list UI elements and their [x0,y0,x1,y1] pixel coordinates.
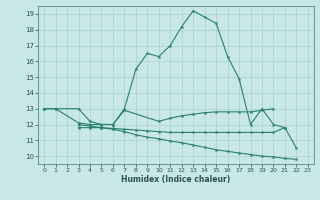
X-axis label: Humidex (Indice chaleur): Humidex (Indice chaleur) [121,175,231,184]
